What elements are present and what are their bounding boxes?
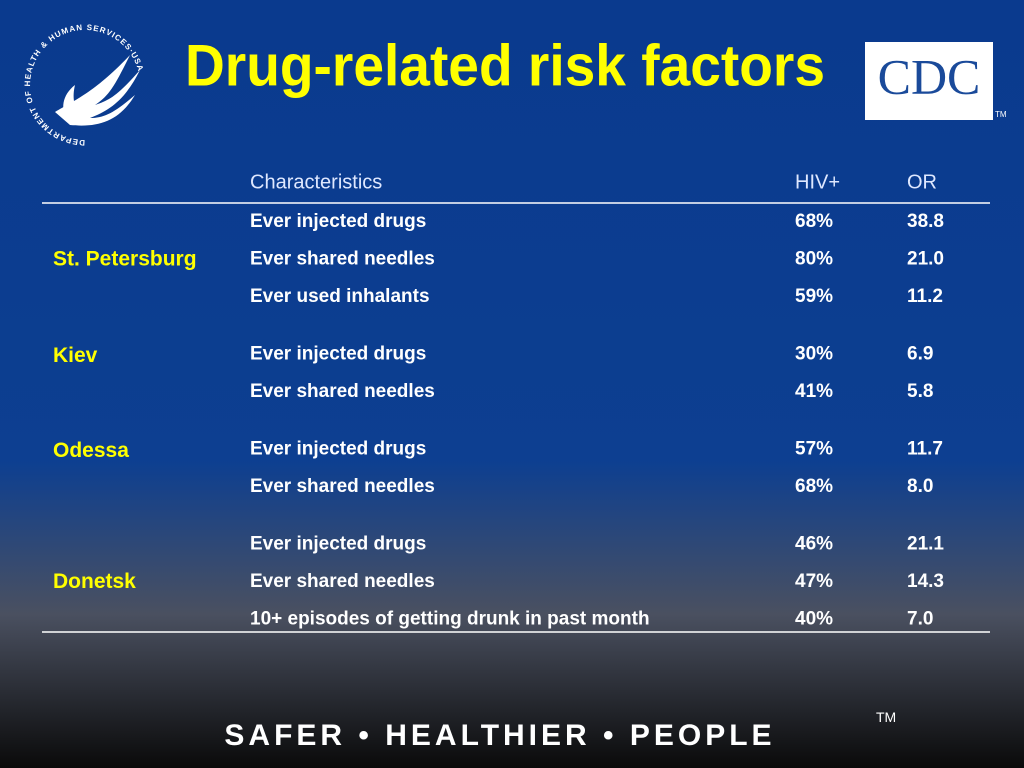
cdc-text: CDC: [878, 48, 981, 104]
group-label: St. Petersburg: [53, 248, 197, 271]
table-cell: Ever injected drugs: [250, 211, 426, 232]
table-cell: 8.0: [907, 476, 933, 497]
table-cell: 57%: [795, 439, 833, 460]
table-cell: Ever injected drugs: [250, 344, 426, 365]
table-cell: 46%: [795, 534, 833, 555]
table-cell: 11.2: [907, 286, 943, 307]
eagle-head: [63, 85, 80, 120]
table-cell: 6.9: [907, 344, 933, 365]
cdc-mark: TM: [995, 110, 1007, 119]
table-cell: Ever used inhalants: [250, 286, 430, 307]
table-cell: 30%: [795, 344, 833, 365]
column-header: HIV+: [795, 171, 840, 193]
table-cell: 40%: [795, 609, 833, 630]
column-header: OR: [907, 171, 937, 193]
table-cell: Ever shared needles: [250, 571, 435, 592]
table-cell: 59%: [795, 286, 833, 307]
table-cell: Ever shared needles: [250, 381, 435, 402]
title: Drug-related risk factors: [185, 33, 825, 98]
table-cell: 80%: [795, 249, 833, 270]
table-cell: 41%: [795, 381, 833, 402]
table-cell: 68%: [795, 476, 833, 497]
table-cell: 7.0: [907, 609, 933, 630]
table-cell: Ever injected drugs: [250, 439, 426, 460]
slogan-mark: TM: [876, 709, 896, 725]
table-cell: 14.3: [907, 571, 944, 592]
table-cell: 68%: [795, 211, 833, 232]
table-cell: 47%: [795, 571, 833, 592]
table-cell: Ever injected drugs: [250, 534, 426, 555]
group-label: Donetsk: [53, 570, 136, 593]
table-cell: Ever shared needles: [250, 476, 435, 497]
cdc-logo: CDC TM: [865, 42, 1007, 120]
column-header: Characteristics: [250, 171, 382, 193]
cdc-box: [865, 42, 993, 120]
table-cell: 10+ episodes of getting drunk in past mo…: [250, 609, 650, 630]
table: Characteristics HIV+ OR St. Petersburg Ever …: [53, 171, 944, 629]
table-cell: 11.7: [907, 439, 943, 460]
slogan: SAFER • HEALTHIER • PEOPLE: [224, 719, 775, 752]
table-cell: 5.8: [907, 381, 933, 402]
group-label: Odessa: [53, 439, 129, 462]
group-label: Kiev: [53, 344, 98, 367]
eagle: [55, 55, 140, 126]
table-cell: Ever shared needles: [250, 249, 435, 270]
table-cell: 21.0: [907, 249, 944, 270]
table-cell: 38.8: [907, 211, 944, 232]
table-cell: 21.1: [907, 534, 944, 555]
